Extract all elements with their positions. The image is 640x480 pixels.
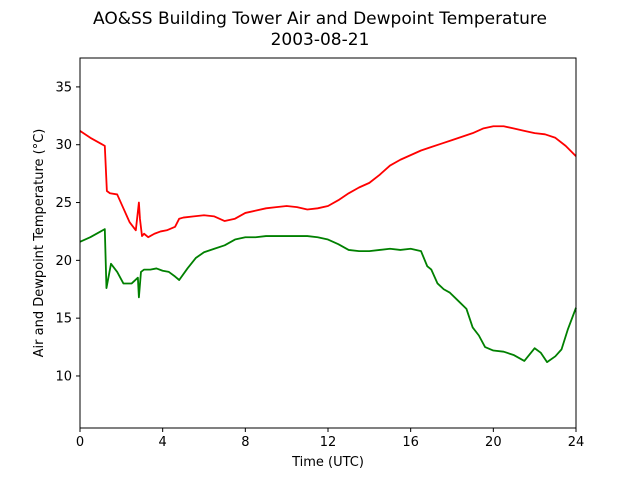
series-line-1 xyxy=(79,228,577,363)
x-tick-label: 0 xyxy=(76,435,84,450)
y-tick-label: 15 xyxy=(55,312,72,327)
x-tick-label: 20 xyxy=(485,435,502,450)
axis-ticks: 0 4 8 12 16 20 24 10 15 20 25 30 35 xyxy=(55,80,584,450)
x-tick-label: 4 xyxy=(159,435,167,450)
chart-title: AO&SS Building Tower Air and Dewpoint Te… xyxy=(93,9,547,29)
y-tick-label: 10 xyxy=(55,369,72,384)
y-tick-label: 25 xyxy=(55,196,72,211)
plot-frame xyxy=(79,57,577,429)
y-tick-label: 35 xyxy=(55,80,72,95)
y-tick-label: 20 xyxy=(55,254,72,269)
y-axis-label: Air and Dewpoint Temperature (°C) xyxy=(32,129,47,358)
y-tick-label: 30 xyxy=(55,138,72,153)
x-tick-label: 12 xyxy=(320,435,337,450)
x-tick-label: 16 xyxy=(402,435,419,450)
x-axis-label: Time (UTC) xyxy=(291,455,364,470)
plot-lines xyxy=(79,125,577,363)
x-tick-label: 24 xyxy=(568,435,585,450)
series-line-0 xyxy=(79,125,577,239)
chart-subtitle: 2003-08-21 xyxy=(271,30,370,50)
x-tick-label: 8 xyxy=(241,435,249,450)
